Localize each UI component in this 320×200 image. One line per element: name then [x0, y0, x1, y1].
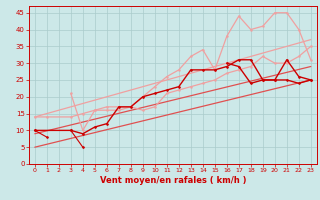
X-axis label: Vent moyen/en rafales ( km/h ): Vent moyen/en rafales ( km/h )	[100, 176, 246, 185]
